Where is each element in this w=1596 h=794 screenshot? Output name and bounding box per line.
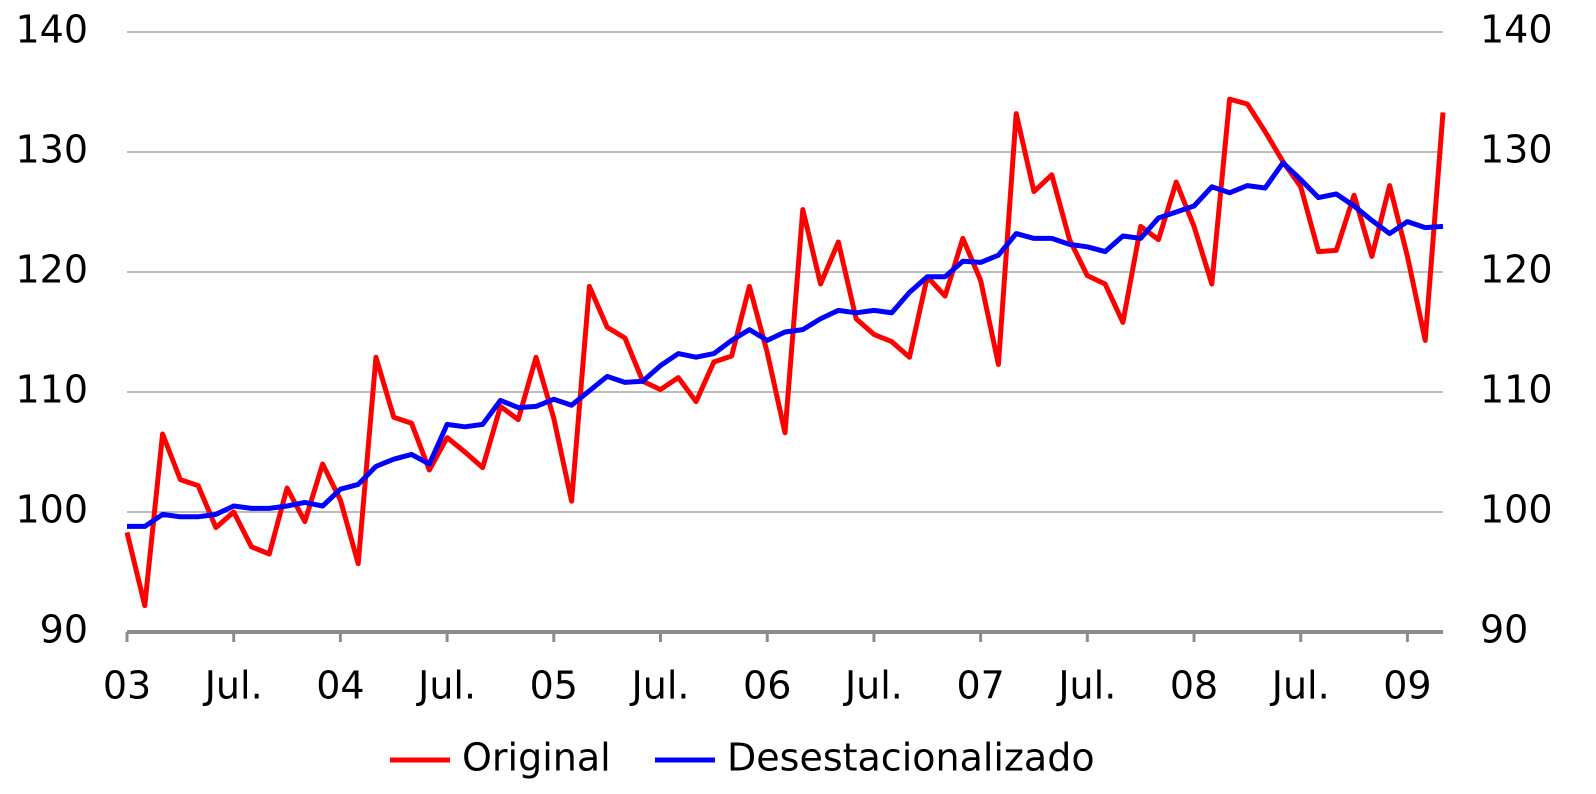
x-tick-label: Jul. — [630, 664, 690, 708]
legend-label: Desestacionalizado — [727, 736, 1095, 780]
y2-tick-label: 130 — [1480, 128, 1553, 172]
y-tick-label: 100 — [15, 488, 88, 532]
y2-tick-label: 90 — [1480, 608, 1528, 652]
legend-label: Original — [462, 736, 611, 780]
x-tick-label: 06 — [743, 664, 791, 708]
x-tick-label: 08 — [1170, 664, 1218, 708]
y-tick-label: 130 — [15, 128, 88, 172]
x-tick-label: Jul. — [843, 664, 903, 708]
x-tick-label: 09 — [1383, 664, 1431, 708]
x-tick-label: 04 — [316, 664, 364, 708]
series-line — [124, 96, 1446, 609]
x-tick-label: Jul. — [416, 664, 476, 708]
x-tick-label: Jul. — [1056, 664, 1116, 708]
y2-tick-label: 100 — [1480, 488, 1553, 532]
x-tick-label: 07 — [956, 664, 1004, 708]
y-tick-label: 120 — [15, 248, 88, 292]
y-tick-label: 110 — [15, 368, 88, 412]
y-tick-label: 140 — [15, 8, 88, 52]
y2-tick-label: 140 — [1480, 8, 1553, 52]
y2-tick-label: 120 — [1480, 248, 1553, 292]
series-line — [127, 160, 1444, 529]
y2-tick-label: 110 — [1480, 368, 1553, 412]
x-tick-label: 03 — [103, 664, 151, 708]
x-tick-label: Jul. — [1270, 664, 1330, 708]
x-tick-label: Jul. — [203, 664, 263, 708]
x-tick-label: 05 — [530, 664, 578, 708]
y-tick-label: 90 — [40, 608, 88, 652]
